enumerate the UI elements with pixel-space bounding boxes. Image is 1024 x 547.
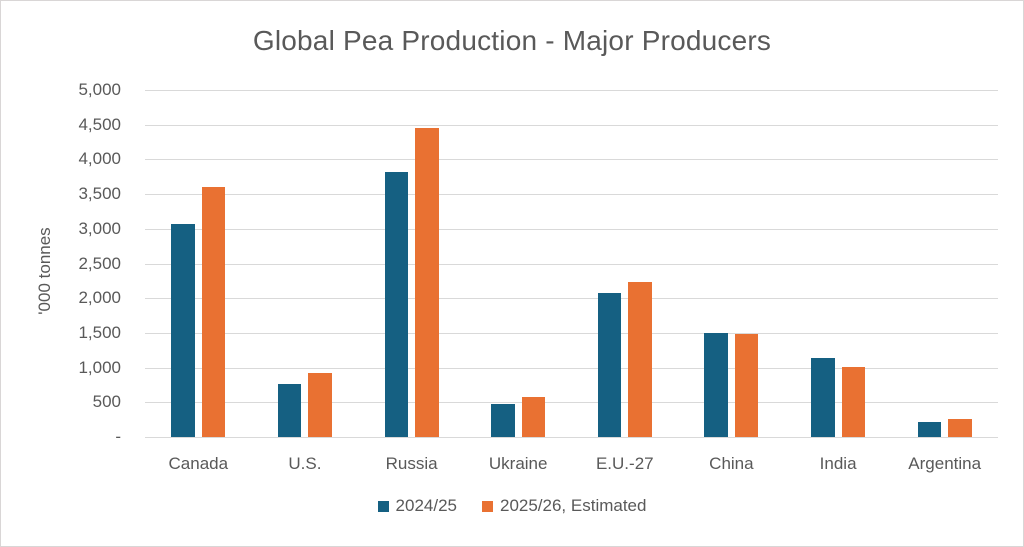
x-axis-line: [145, 437, 998, 438]
y-tick-label: 4,500: [78, 114, 121, 134]
bar-u-s-2024-25: [277, 384, 302, 437]
bar-argentina-2025-26-estimated: [948, 419, 972, 437]
y-tick-label: 5,000: [78, 80, 121, 99]
gridline: [145, 367, 998, 369]
x-category-label-argentina: Argentina: [908, 454, 982, 473]
y-tick-label: 500: [92, 392, 121, 412]
x-category-label-canada: Canada: [168, 454, 229, 473]
legend-item-2024-25: 2024/25: [377, 495, 457, 517]
bar-ukraine-2024-25: [491, 404, 515, 437]
y-tick-label: -: [115, 427, 121, 446]
y-tick-label: 4,000: [78, 149, 121, 169]
plot-area: [145, 90, 998, 438]
y-tick-label: 3,000: [78, 218, 121, 238]
gridline: [145, 263, 998, 265]
bar-canada-2024-25: [171, 223, 195, 437]
bar-argentina-2024-25: [917, 422, 942, 437]
bar-russia-2024-25: [384, 171, 409, 437]
bar-russia-2025-26-estimated: [415, 128, 439, 437]
y-tick-label: 2,000: [78, 288, 121, 308]
x-category-label-china: China: [709, 454, 754, 473]
chart-title: Global Pea Production - Major Producers: [252, 25, 772, 56]
y-tick-label: 1,500: [78, 322, 121, 342]
legend-swatch-icon: [481, 500, 493, 512]
y-tick-label: 3,500: [78, 184, 121, 204]
x-category-label-russia: Russia: [385, 454, 438, 473]
bar-china-2024-25: [704, 332, 728, 437]
legend-item-2025-26-estimated: 2025/26, Estimated: [481, 495, 647, 517]
gridline: [145, 298, 998, 300]
gridline: [145, 228, 998, 230]
bar-ukraine-2025-26-estimated: [521, 396, 546, 437]
legend-label: 2025/26, Estimated: [499, 496, 647, 515]
gridline: [145, 402, 998, 404]
x-category-label-e-u-27: E.U.-27: [595, 454, 654, 473]
gridline: [145, 332, 998, 334]
bar-u-s-2025-26-estimated: [308, 372, 332, 437]
legend-swatch-icon: [377, 500, 389, 512]
y-tick-label: 2,500: [78, 253, 121, 273]
y-tick-label: 1,000: [78, 357, 121, 377]
x-category-label-u-s: U.S.: [288, 454, 322, 473]
bar-india-2025-26-estimated: [841, 366, 866, 437]
bar-e-u-27-2025-26-estimated: [628, 281, 652, 437]
gridline: [145, 90, 998, 91]
bar-canada-2025-26-estimated: [201, 187, 226, 437]
gridline: [145, 194, 998, 196]
x-category-label-india: India: [819, 454, 857, 473]
bar-china-2025-26-estimated: [734, 334, 759, 437]
legend: 2024/25 2025/26, Estimated: [1, 495, 1023, 517]
bar-e-u-27-2024-25: [597, 293, 622, 437]
gridline: [145, 124, 998, 126]
gridline: [145, 159, 998, 161]
x-category-label-ukraine: Ukraine: [488, 454, 548, 473]
legend-label: 2024/25: [395, 496, 457, 515]
bar-india-2024-25: [811, 357, 835, 437]
